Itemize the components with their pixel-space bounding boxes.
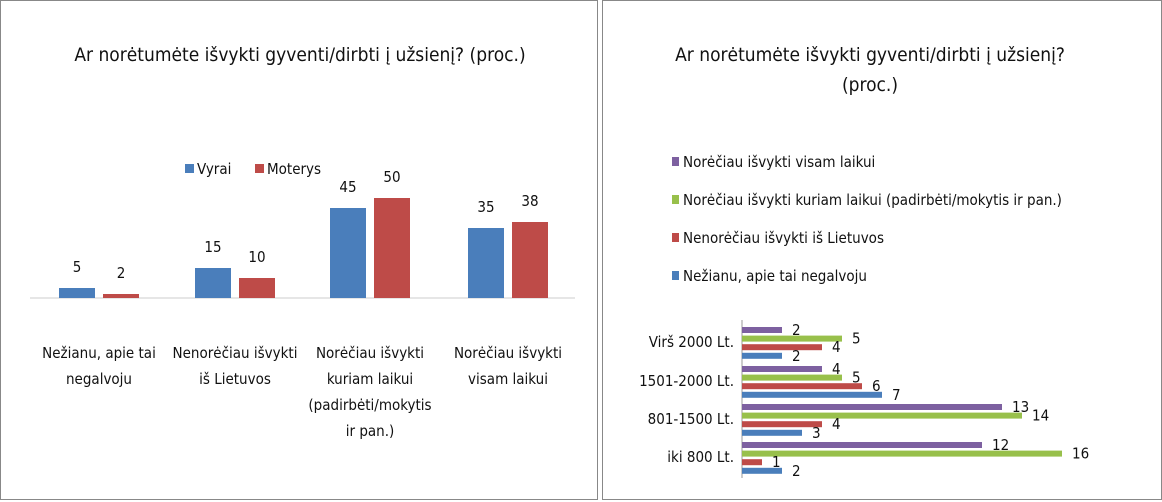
legend-swatch [185, 164, 194, 173]
data-label: 15 [204, 238, 221, 256]
legend-swatch [672, 233, 679, 242]
bar [374, 198, 410, 298]
data-label: 4 [832, 338, 841, 356]
data-label: 38 [521, 192, 538, 210]
bar [239, 278, 275, 298]
bar [742, 412, 1022, 419]
bar [59, 288, 95, 298]
bar [195, 268, 231, 298]
data-label: 16 [1072, 445, 1089, 463]
data-label: 7 [892, 386, 901, 404]
data-label: 13 [1012, 398, 1029, 416]
data-label: 5 [73, 258, 82, 276]
bar [103, 294, 139, 298]
bar [742, 404, 1002, 410]
chart-title: Ar norėtumėte išvykti gyventi/dirbti į u… [74, 44, 526, 66]
legend-label: Norėčiau išvykti kuriam laikui (padirbėt… [683, 191, 1062, 209]
left-panel [0, 0, 598, 500]
x-tick-label: Nenorėčiau išvykti iš Lietuvos [172, 344, 298, 388]
y-tick-label: Virš 2000 Lt. [649, 333, 734, 351]
data-label: 1 [772, 453, 781, 471]
data-label: 4 [832, 415, 841, 433]
data-label: 6 [872, 377, 881, 395]
data-label: 10 [248, 248, 265, 266]
x-tick-label: Norėčiau išvykti visam laikui [453, 344, 563, 388]
legend-label: Nežianu, apie tai negalvoju [683, 267, 867, 285]
bar [742, 391, 882, 398]
legend-label: Norėčiau išvykti visam laikui [683, 153, 875, 171]
x-tick-label: Nežianu, apie tai negalvoju [42, 344, 156, 388]
data-label: 4 [832, 360, 841, 378]
legend-label: Nenorėčiau išvykti iš Lietuvos [683, 229, 884, 247]
bar [742, 442, 982, 448]
data-label: 45 [339, 178, 356, 196]
bar [742, 467, 782, 474]
data-label: 35 [477, 198, 494, 216]
bar [742, 383, 862, 390]
data-label: 5 [852, 369, 861, 387]
data-label: 2 [792, 462, 801, 480]
data-label: 50 [383, 168, 400, 186]
bar [742, 421, 822, 428]
y-tick-label: 1501-2000 Lt. [639, 372, 734, 390]
legend-swatch [672, 271, 679, 280]
data-label: 3 [812, 424, 821, 442]
bar [468, 228, 504, 298]
data-label: 14 [1032, 407, 1049, 425]
data-label: 2 [117, 264, 126, 282]
legend-swatch [255, 164, 264, 173]
y-tick-label: 801-1500 Lt. [648, 410, 734, 428]
bar [742, 450, 1062, 457]
bar [330, 208, 366, 298]
bar [742, 429, 802, 436]
bar [742, 352, 782, 359]
data-label: 12 [992, 436, 1009, 454]
bar [742, 344, 822, 351]
legend-label: Vyrai [197, 160, 231, 178]
data-label: 2 [792, 347, 801, 365]
x-tick-label: Norėčiau išvykti kuriam laikui (padirbėt… [308, 344, 432, 440]
bar [742, 335, 842, 342]
bar [742, 327, 782, 333]
bar [742, 374, 842, 381]
chart-title: Ar norėtumėte išvykti gyventi/dirbti į u… [675, 44, 1065, 96]
legend-swatch [672, 195, 679, 204]
legend-swatch [672, 157, 679, 166]
bar [742, 366, 822, 372]
data-label: 2 [792, 321, 801, 339]
bar [512, 222, 548, 298]
bar [742, 459, 762, 466]
data-label: 5 [852, 330, 861, 348]
legend-label: Moterys [267, 160, 321, 178]
y-tick-label: iki 800 Lt. [667, 448, 734, 466]
